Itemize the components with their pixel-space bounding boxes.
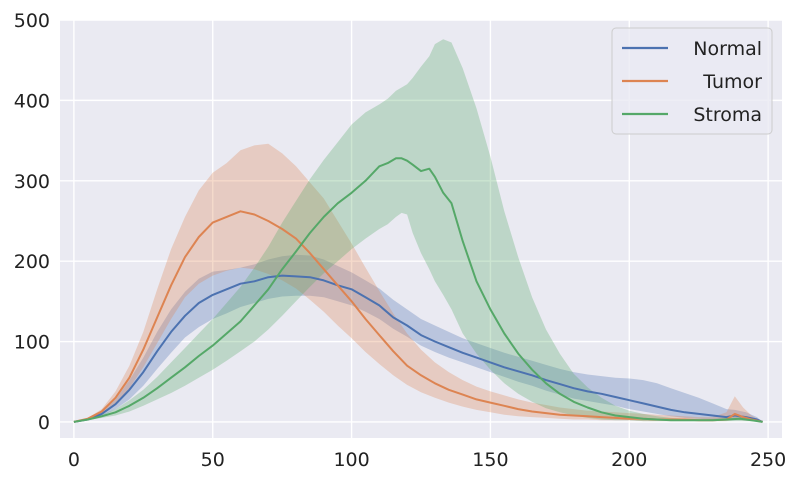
y-axis-ticks: 0 100 200 300 400 500: [14, 10, 50, 434]
series-lines: [73, 157, 763, 423]
x-axis-ticks: 0 50 100 150 200 250: [68, 449, 786, 471]
y-tick-label: 0: [38, 412, 50, 434]
legend: Normal Tumor Stroma: [611, 27, 773, 135]
x-tick-label: 200: [611, 449, 647, 471]
legend-label-normal: Normal: [693, 38, 762, 60]
x-tick-label: 150: [472, 449, 508, 471]
y-tick-label: 100: [14, 332, 50, 354]
stroma-band: [73, 39, 763, 422]
legend-box: [611, 27, 773, 135]
legend-label-stroma: Stroma: [693, 104, 762, 126]
x-tick-label: 100: [333, 449, 369, 471]
normal-line: [73, 274, 763, 423]
x-tick-label: 0: [68, 449, 80, 471]
x-tick-label: 50: [201, 449, 225, 471]
y-tick-label: 300: [14, 171, 50, 193]
normal-band: [73, 254, 763, 422]
legend-label-tumor: Tumor: [702, 71, 762, 93]
y-tick-label: 500: [14, 10, 50, 32]
y-tick-label: 400: [14, 90, 50, 112]
x-tick-label: 250: [750, 449, 786, 471]
stroma-line: [73, 157, 763, 423]
y-tick-label: 200: [14, 251, 50, 273]
